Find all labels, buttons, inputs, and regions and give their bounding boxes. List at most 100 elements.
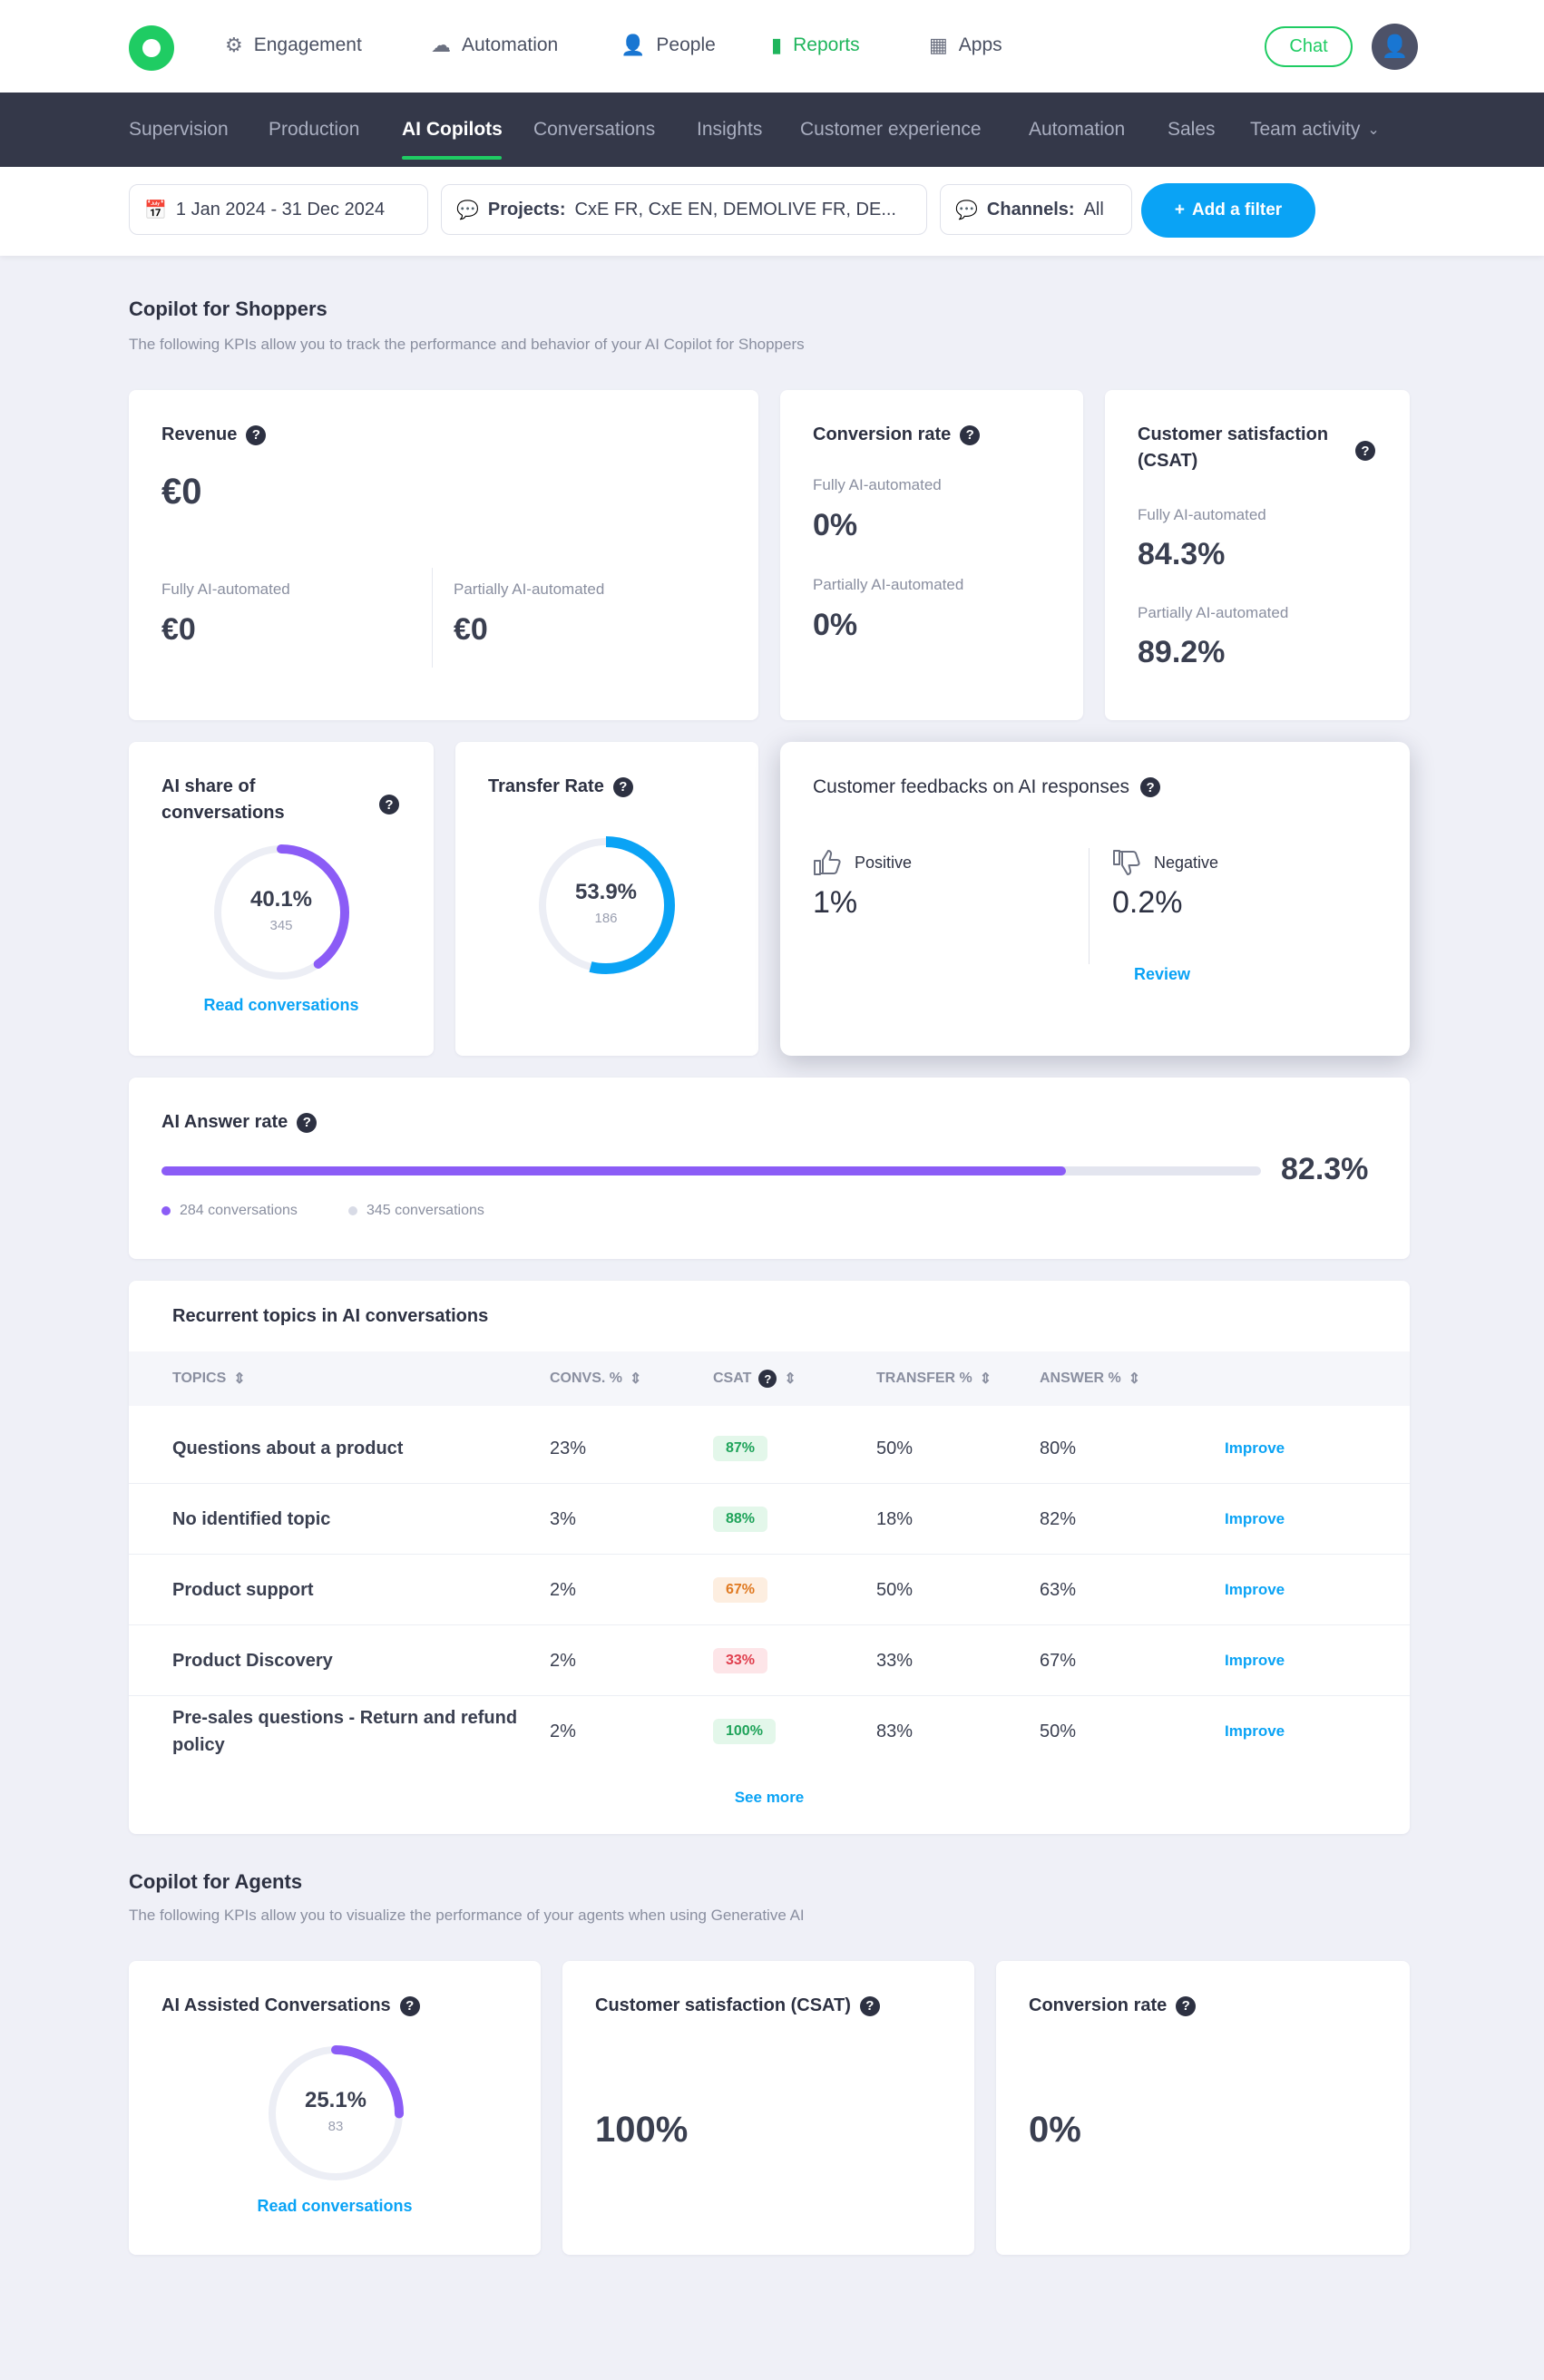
subnav-sales[interactable]: Sales [1168,119,1216,140]
nav-reports[interactable]: ▮ Reports [771,27,860,63]
help-icon[interactable]: ? [1355,441,1375,461]
help-icon[interactable]: ? [297,1112,318,1133]
donut-count: 83 [327,2119,344,2134]
improve-link[interactable]: Improve [1225,1439,1285,1457]
answer-cell: 80% [1040,1438,1077,1458]
card-title: Revenue ? [161,424,267,445]
chevron-down-icon: ⌄ [1367,122,1380,138]
help-icon[interactable]: ? [612,776,633,797]
chat-bubble-icon: 💬 [955,200,978,220]
help-icon[interactable]: ? [1140,777,1161,797]
add-filter-button[interactable]: + Add a filter [1141,183,1315,238]
negative-label-row: Negative [1112,849,1218,876]
help-icon[interactable]: ? [379,795,399,814]
row-divider [129,1624,1410,1625]
help-icon[interactable]: ? [859,1995,880,2016]
nav-label: Apps [958,34,1002,55]
nav-label: People [656,34,716,55]
calendar-icon: 📅 [144,200,167,220]
row-divider [129,1554,1410,1555]
column-header-topics[interactable]: TOPICS ⇕ [172,1370,246,1388]
card-title: Conversion rate ? [813,424,981,445]
nav-automation[interactable]: ☁ Automation [431,27,558,63]
improve-link[interactable]: Improve [1225,1722,1285,1740]
csat-value: 100% [595,2110,689,2150]
section-subtitle: The following KPIs allow you to visualiz… [129,1907,805,1924]
section-title: Copilot for Shoppers [129,298,327,320]
help-icon[interactable]: ? [246,424,267,445]
channels-value: All [1083,199,1104,219]
cloud-icon: ☁ [431,34,451,56]
card-title-text: Customer satisfaction (CSAT) [595,1995,851,2015]
card-title: Conversion rate ? [1029,1995,1197,2016]
read-conversations-link[interactable]: Read conversations [203,996,359,1014]
help-icon[interactable]: ? [758,1370,777,1388]
conversion-card [780,390,1083,720]
sort-icon: ⇕ [1128,1371,1141,1387]
projects-value: CxE FR, CxE EN, DEMOLIVE FR, DE... [574,199,897,219]
header-label: CSAT [713,1370,752,1386]
header-label: TRANSFER % [876,1370,972,1386]
card-title: Transfer Rate ? [488,776,633,797]
nav-engagement[interactable]: ⚙ Engagement [225,27,362,63]
active-tab-indicator [402,156,502,160]
sub-navbar [0,93,1544,167]
help-icon[interactable]: ? [399,1995,420,2016]
csat-cell: 100% [713,1696,776,1767]
subnav-conversations[interactable]: Conversations [533,119,656,140]
improve-link[interactable]: Improve [1225,1510,1285,1527]
convs-cell: 23% [550,1438,587,1458]
header-label: TOPICS [172,1370,227,1386]
convs-cell: 2% [550,1721,576,1741]
fully-automated-value: €0 [161,612,196,647]
answer-rate-value: 82.3% [1281,1152,1369,1186]
topic-cell: Product support [172,1580,314,1600]
plus-icon: + [1174,200,1185,219]
donut-value: 53.9% [574,880,638,904]
card-title: AI Assisted Conversations ? [161,1995,420,2016]
read-conversations-link[interactable]: Read conversations [257,2197,413,2215]
donut-value: 40.1% [249,887,313,912]
improve-link[interactable]: Improve [1225,1652,1285,1669]
revenue-card [129,390,758,720]
subnav-customer-experience[interactable]: Customer experience [800,119,982,140]
divider [432,568,433,668]
legend-label: 284 conversations [180,1203,298,1218]
app-logo[interactable] [129,25,174,71]
transfer-rate-card [455,742,758,1056]
nav-people[interactable]: 👤 People [621,27,716,63]
projects-label: Projects: [487,199,566,219]
subnav-team-activity[interactable]: Team activity ⌄ [1250,93,1380,167]
card-title-line: (CSAT) [1138,451,1198,471]
sort-icon: ⇕ [784,1371,796,1387]
avatar[interactable]: 👤 [1372,24,1418,70]
card-title: AI share of conversations [161,776,285,824]
csat-cell: 88% [713,1484,768,1555]
date-filter[interactable]: 📅 1 Jan 2024 - 31 Dec 2024 [129,184,428,235]
help-icon[interactable]: ? [1176,1995,1197,2016]
chat-button[interactable]: Chat [1265,26,1353,67]
column-header-answer[interactable]: ANSWER % ⇕ [1040,1370,1140,1388]
subnav-insights[interactable]: Insights [697,119,763,140]
column-header-transfer[interactable]: TRANSFER % ⇕ [876,1370,992,1388]
improve-link[interactable]: Improve [1225,1581,1285,1598]
channels-label: Channels: [986,199,1075,219]
answer-cell: 67% [1040,1650,1077,1671]
help-icon[interactable]: ? [960,424,981,445]
donut-count: 186 [594,911,618,926]
subnav-ai-copilots[interactable]: AI Copilots [402,119,503,140]
channels-filter[interactable]: 💬 Channels: All [940,184,1132,235]
column-header-convs[interactable]: CONVS. % ⇕ [550,1370,641,1388]
grid-icon: ▦ [929,34,948,56]
topic-cell: Pre-sales questions - Return and refund … [172,1708,518,1755]
column-header-csat[interactable]: CSAT? ⇕ [713,1370,796,1388]
convs-cell: 2% [550,1579,576,1600]
see-more-link[interactable]: See more [734,1789,805,1806]
projects-filter[interactable]: 💬 Projects: CxE FR, CxE EN, DEMOLIVE FR,… [441,184,927,235]
subnav-production[interactable]: Production [269,119,360,140]
header-label: ANSWER % [1040,1370,1121,1386]
review-link[interactable]: Review [1134,965,1191,983]
subnav-automation[interactable]: Automation [1029,119,1126,140]
subnav-supervision[interactable]: Supervision [129,119,229,140]
nav-apps[interactable]: ▦ Apps [929,27,1002,63]
